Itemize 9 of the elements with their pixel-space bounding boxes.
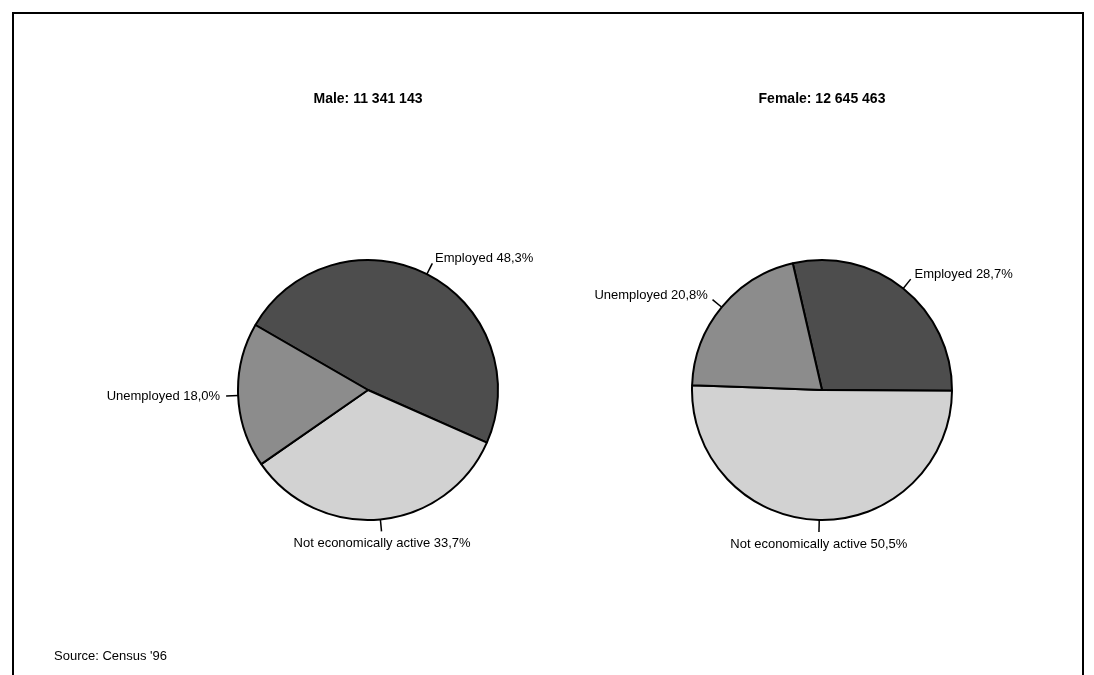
chart-title: Male: 11 341 143 bbox=[312, 90, 424, 106]
slice-label: Employed 28,7% bbox=[914, 266, 1014, 282]
slice-label: Unemployed 20,8% bbox=[594, 287, 709, 303]
source-note: Source: Census '96 bbox=[54, 648, 168, 663]
slice-label: Employed 48,3% bbox=[435, 249, 534, 265]
slice-label: Not economically active 50,5% bbox=[730, 536, 908, 552]
slice-label: Unemployed 18,0% bbox=[106, 387, 221, 403]
chart-title: Female: 12 645 463 bbox=[757, 90, 887, 106]
slice-label: Not economically active 33,7% bbox=[293, 535, 472, 551]
